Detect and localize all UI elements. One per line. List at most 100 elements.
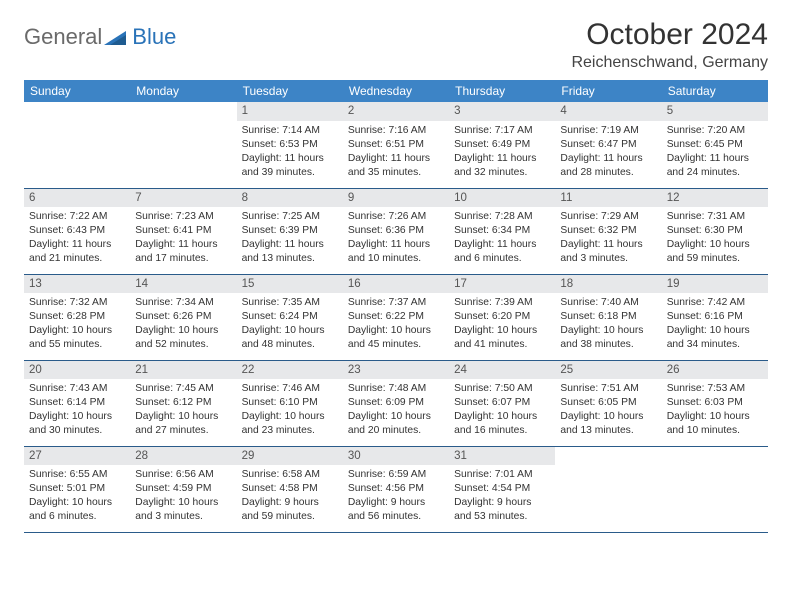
- day-details: Sunrise: 7:45 AMSunset: 6:12 PMDaylight:…: [130, 379, 236, 442]
- calendar-day-cell: 16Sunrise: 7:37 AMSunset: 6:22 PMDayligh…: [343, 274, 449, 360]
- title-block: October 2024 Reichenschwand, Germany: [571, 18, 768, 72]
- day-number: 30: [343, 447, 449, 466]
- weekday-header: Sunday: [24, 80, 130, 102]
- weekday-header: Friday: [555, 80, 661, 102]
- day-details: Sunrise: 7:26 AMSunset: 6:36 PMDaylight:…: [343, 207, 449, 270]
- calendar-day-cell: 30Sunrise: 6:59 AMSunset: 4:56 PMDayligh…: [343, 446, 449, 532]
- calendar-day-cell: [555, 446, 661, 532]
- day-number: 6: [24, 189, 130, 208]
- day-number: 15: [237, 275, 343, 294]
- day-details: Sunrise: 7:40 AMSunset: 6:18 PMDaylight:…: [555, 293, 661, 356]
- day-details: Sunrise: 7:53 AMSunset: 6:03 PMDaylight:…: [662, 379, 768, 442]
- day-number: 21: [130, 361, 236, 380]
- calendar-day-cell: 20Sunrise: 7:43 AMSunset: 6:14 PMDayligh…: [24, 360, 130, 446]
- calendar-day-cell: 13Sunrise: 7:32 AMSunset: 6:28 PMDayligh…: [24, 274, 130, 360]
- day-details: Sunrise: 7:17 AMSunset: 6:49 PMDaylight:…: [449, 121, 555, 184]
- day-details: Sunrise: 6:55 AMSunset: 5:01 PMDaylight:…: [24, 465, 130, 528]
- calendar-week-row: 27Sunrise: 6:55 AMSunset: 5:01 PMDayligh…: [24, 446, 768, 532]
- calendar-day-cell: 18Sunrise: 7:40 AMSunset: 6:18 PMDayligh…: [555, 274, 661, 360]
- day-number: 18: [555, 275, 661, 294]
- day-number: 2: [343, 102, 449, 121]
- day-number: 19: [662, 275, 768, 294]
- day-details: Sunrise: 7:42 AMSunset: 6:16 PMDaylight:…: [662, 293, 768, 356]
- day-details: Sunrise: 7:39 AMSunset: 6:20 PMDaylight:…: [449, 293, 555, 356]
- calendar-day-cell: 22Sunrise: 7:46 AMSunset: 6:10 PMDayligh…: [237, 360, 343, 446]
- day-number: 8: [237, 189, 343, 208]
- calendar-day-cell: 8Sunrise: 7:25 AMSunset: 6:39 PMDaylight…: [237, 188, 343, 274]
- day-number: 1: [237, 102, 343, 121]
- weekday-header: Thursday: [449, 80, 555, 102]
- day-details: Sunrise: 7:16 AMSunset: 6:51 PMDaylight:…: [343, 121, 449, 184]
- day-number: 11: [555, 189, 661, 208]
- weekday-header: Wednesday: [343, 80, 449, 102]
- calendar-day-cell: 14Sunrise: 7:34 AMSunset: 6:26 PMDayligh…: [130, 274, 236, 360]
- weekday-header: Tuesday: [237, 80, 343, 102]
- day-details: Sunrise: 7:35 AMSunset: 6:24 PMDaylight:…: [237, 293, 343, 356]
- day-details: Sunrise: 7:43 AMSunset: 6:14 PMDaylight:…: [24, 379, 130, 442]
- calendar-day-cell: 10Sunrise: 7:28 AMSunset: 6:34 PMDayligh…: [449, 188, 555, 274]
- day-details: Sunrise: 7:50 AMSunset: 6:07 PMDaylight:…: [449, 379, 555, 442]
- day-number: 26: [662, 361, 768, 380]
- calendar-week-row: 6Sunrise: 7:22 AMSunset: 6:43 PMDaylight…: [24, 188, 768, 274]
- calendar-day-cell: 27Sunrise: 6:55 AMSunset: 5:01 PMDayligh…: [24, 446, 130, 532]
- calendar-body: 1Sunrise: 7:14 AMSunset: 6:53 PMDaylight…: [24, 102, 768, 532]
- calendar-day-cell: 1Sunrise: 7:14 AMSunset: 6:53 PMDaylight…: [237, 102, 343, 188]
- calendar-table: Sunday Monday Tuesday Wednesday Thursday…: [24, 80, 768, 533]
- day-details: Sunrise: 7:51 AMSunset: 6:05 PMDaylight:…: [555, 379, 661, 442]
- day-number: 14: [130, 275, 236, 294]
- logo-text-blue: Blue: [132, 24, 176, 50]
- logo-text-general: General: [24, 24, 102, 50]
- day-number: 10: [449, 189, 555, 208]
- day-number: 3: [449, 102, 555, 121]
- calendar-day-cell: 17Sunrise: 7:39 AMSunset: 6:20 PMDayligh…: [449, 274, 555, 360]
- day-number: 7: [130, 189, 236, 208]
- day-details: Sunrise: 7:48 AMSunset: 6:09 PMDaylight:…: [343, 379, 449, 442]
- calendar-day-cell: [130, 102, 236, 188]
- weekday-header: Monday: [130, 80, 236, 102]
- day-number: 24: [449, 361, 555, 380]
- calendar-day-cell: [662, 446, 768, 532]
- calendar-day-cell: 11Sunrise: 7:29 AMSunset: 6:32 PMDayligh…: [555, 188, 661, 274]
- calendar-day-cell: 2Sunrise: 7:16 AMSunset: 6:51 PMDaylight…: [343, 102, 449, 188]
- location-label: Reichenschwand, Germany: [571, 54, 768, 72]
- calendar-day-cell: [24, 102, 130, 188]
- calendar-day-cell: 29Sunrise: 6:58 AMSunset: 4:58 PMDayligh…: [237, 446, 343, 532]
- day-details: Sunrise: 7:25 AMSunset: 6:39 PMDaylight:…: [237, 207, 343, 270]
- calendar-day-cell: 28Sunrise: 6:56 AMSunset: 4:59 PMDayligh…: [130, 446, 236, 532]
- day-number: 9: [343, 189, 449, 208]
- day-details: Sunrise: 7:23 AMSunset: 6:41 PMDaylight:…: [130, 207, 236, 270]
- day-details: Sunrise: 7:31 AMSunset: 6:30 PMDaylight:…: [662, 207, 768, 270]
- day-number: 4: [555, 102, 661, 121]
- day-number: 17: [449, 275, 555, 294]
- day-number: 27: [24, 447, 130, 466]
- day-number: 23: [343, 361, 449, 380]
- day-details: Sunrise: 6:56 AMSunset: 4:59 PMDaylight:…: [130, 465, 236, 528]
- day-number: 20: [24, 361, 130, 380]
- calendar-week-row: 20Sunrise: 7:43 AMSunset: 6:14 PMDayligh…: [24, 360, 768, 446]
- day-details: Sunrise: 6:58 AMSunset: 4:58 PMDaylight:…: [237, 465, 343, 528]
- logo: General Blue: [24, 24, 176, 50]
- day-details: Sunrise: 7:19 AMSunset: 6:47 PMDaylight:…: [555, 121, 661, 184]
- calendar-week-row: 1Sunrise: 7:14 AMSunset: 6:53 PMDaylight…: [24, 102, 768, 188]
- day-number: 29: [237, 447, 343, 466]
- day-number: 13: [24, 275, 130, 294]
- page-header: General Blue October 2024 Reichenschwand…: [24, 18, 768, 72]
- calendar-day-cell: 21Sunrise: 7:45 AMSunset: 6:12 PMDayligh…: [130, 360, 236, 446]
- calendar-day-cell: 26Sunrise: 7:53 AMSunset: 6:03 PMDayligh…: [662, 360, 768, 446]
- day-details: Sunrise: 7:28 AMSunset: 6:34 PMDaylight:…: [449, 207, 555, 270]
- calendar-day-cell: 4Sunrise: 7:19 AMSunset: 6:47 PMDaylight…: [555, 102, 661, 188]
- day-details: Sunrise: 6:59 AMSunset: 4:56 PMDaylight:…: [343, 465, 449, 528]
- calendar-day-cell: 7Sunrise: 7:23 AMSunset: 6:41 PMDaylight…: [130, 188, 236, 274]
- page-title: October 2024: [571, 18, 768, 52]
- day-number: 22: [237, 361, 343, 380]
- calendar-day-cell: 15Sunrise: 7:35 AMSunset: 6:24 PMDayligh…: [237, 274, 343, 360]
- calendar-day-cell: 5Sunrise: 7:20 AMSunset: 6:45 PMDaylight…: [662, 102, 768, 188]
- calendar-day-cell: 24Sunrise: 7:50 AMSunset: 6:07 PMDayligh…: [449, 360, 555, 446]
- calendar-day-cell: 31Sunrise: 7:01 AMSunset: 4:54 PMDayligh…: [449, 446, 555, 532]
- calendar-week-row: 13Sunrise: 7:32 AMSunset: 6:28 PMDayligh…: [24, 274, 768, 360]
- weekday-header: Saturday: [662, 80, 768, 102]
- weekday-header-row: Sunday Monday Tuesday Wednesday Thursday…: [24, 80, 768, 102]
- day-number: 5: [662, 102, 768, 121]
- day-details: Sunrise: 7:29 AMSunset: 6:32 PMDaylight:…: [555, 207, 661, 270]
- calendar-day-cell: 12Sunrise: 7:31 AMSunset: 6:30 PMDayligh…: [662, 188, 768, 274]
